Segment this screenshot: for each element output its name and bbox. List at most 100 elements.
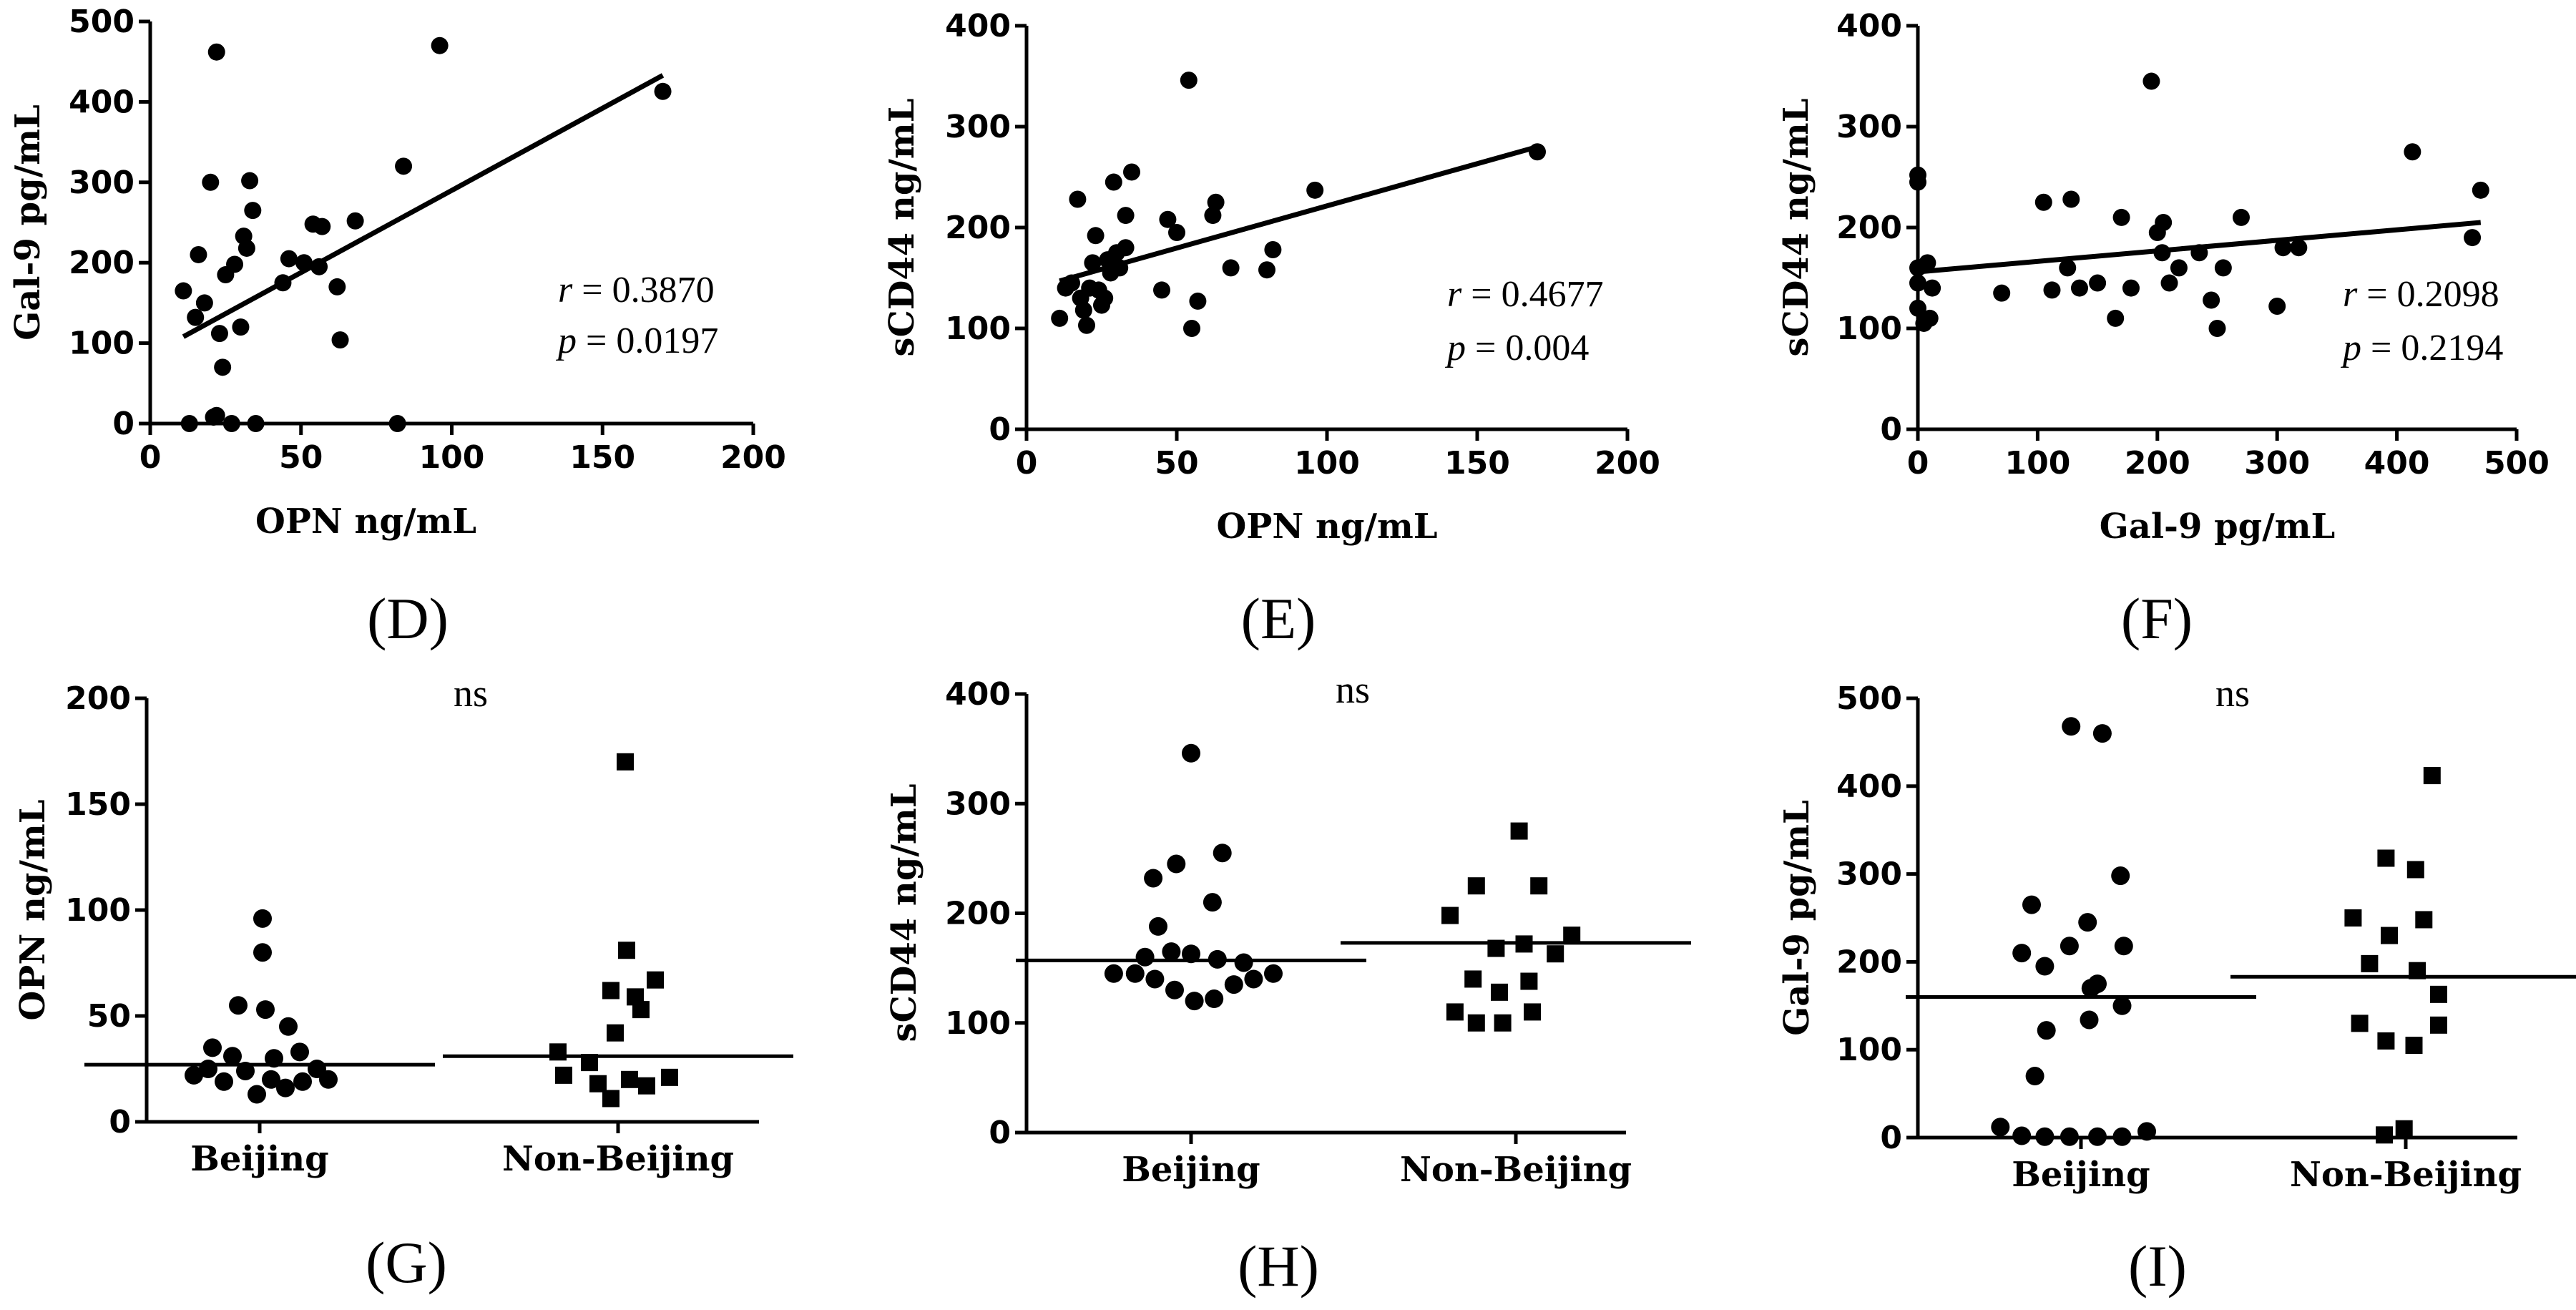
data-point-circle [265, 1049, 283, 1068]
panel-label: (E) [1241, 586, 1316, 651]
y-tick-label: 0 [109, 1104, 131, 1140]
data-point-square [589, 1075, 607, 1093]
y-tick-label: 100 [1836, 311, 1902, 347]
data-point-square [1530, 877, 1548, 895]
regression-line [1059, 144, 1538, 284]
data-point-circle [2078, 913, 2097, 932]
data-point-circle [2092, 724, 2112, 743]
category-label: Non-Beijing [502, 1139, 734, 1179]
data-point-square [2423, 767, 2441, 785]
data-point-circle [2022, 895, 2041, 914]
x-tick-label: 150 [1444, 445, 1510, 482]
data-point-circle [1145, 969, 1165, 989]
data-point [1153, 281, 1170, 299]
panel-label: (H) [1238, 1233, 1319, 1299]
data-point-square [661, 1068, 678, 1086]
data-point [1084, 254, 1102, 272]
data-point-square [2415, 911, 2433, 929]
data-point [1183, 320, 1200, 337]
data-point [1168, 224, 1185, 242]
data-point [241, 172, 259, 190]
data-point [2155, 213, 2173, 231]
data-point [1909, 274, 1926, 292]
data-point-square [555, 1066, 572, 1084]
category-label: Beijing [2012, 1155, 2150, 1195]
data-point-square [2361, 954, 2379, 972]
data-point-circle [1203, 893, 1222, 912]
data-point-square [2430, 985, 2447, 1003]
data-point-circle [2037, 1021, 2056, 1040]
x-tick-label: 50 [1155, 445, 1198, 482]
r-symbol: r [558, 270, 573, 311]
p-annotation: p = 0.004 [1444, 328, 1589, 368]
data-point [1063, 274, 1080, 292]
r-value: = 0.2098 [2357, 274, 2499, 315]
data-point-square [1494, 1014, 1512, 1032]
data-point [1069, 190, 1087, 208]
y-tick-label: 0 [1880, 1120, 1902, 1156]
x-tick-label: 400 [2364, 445, 2430, 482]
y-tick-label: 300 [945, 786, 1011, 822]
data-point [1096, 289, 1114, 307]
r-symbol: r [1447, 274, 1462, 315]
data-point-circle [229, 996, 248, 1015]
y-axis-label: sCD44 ng/mL [1776, 99, 1816, 357]
chart-H: 0 100 200 300 400 sCD44 ng/mL (H) Beijing Non-Be… [884, 668, 1691, 1299]
data-point-circle [1135, 947, 1155, 967]
y-tick-label: 0 [989, 1115, 1011, 1151]
data-point-square [627, 988, 644, 1006]
data-point-square [1520, 972, 1538, 990]
data-point [1189, 292, 1207, 310]
y-tick-label: 100 [945, 1005, 1011, 1042]
data-point [2214, 259, 2232, 277]
y-tick-label: 200 [1836, 944, 1902, 980]
r-value: = 0.4677 [1461, 274, 1603, 315]
p-value: = 0.2194 [2361, 328, 2503, 368]
data-point-square [2376, 1126, 2394, 1144]
y-axis-label: sCD44 ng/mL [884, 784, 924, 1042]
data-point [1919, 254, 1936, 272]
data-point [207, 43, 225, 61]
data-point [310, 258, 328, 275]
data-point-square [1487, 939, 1505, 957]
data-point [244, 202, 262, 220]
data-point [1222, 259, 1240, 277]
data-point-circle [2012, 944, 2032, 963]
category-label: Beijing [1122, 1150, 1260, 1190]
x-tick-label: 0 [1016, 445, 1038, 482]
data-point [2034, 193, 2052, 211]
data-point [2274, 239, 2292, 257]
data-point-square [1446, 1003, 1464, 1021]
data-point-circle [2081, 979, 2100, 998]
significance-label: ns [2215, 672, 2250, 715]
y-tick-label: 100 [69, 326, 134, 362]
y-tick-label: 50 [87, 998, 131, 1035]
panel-label: (I) [2128, 1233, 2187, 1299]
data-point [232, 318, 250, 336]
data-point [280, 250, 298, 268]
x-tick-label: 200 [2125, 445, 2190, 482]
regression-line [182, 73, 665, 339]
data-point-circle [1208, 949, 1227, 969]
data-point-square [2381, 927, 2398, 944]
data-point-circle [1165, 980, 1184, 999]
data-point-circle [223, 1047, 242, 1066]
data-point [2062, 190, 2080, 208]
chart-E: 0 100 200 300 400 sCD44 ng/mL (E) 0 50 100 150 200 O… [882, 8, 1660, 651]
data-point [1264, 241, 1282, 259]
panel-label: (G) [366, 1230, 447, 1295]
x-axis-label: OPN ng/mL [1216, 507, 1437, 547]
data-point [2070, 279, 2088, 297]
data-point [313, 217, 331, 235]
data-point [210, 325, 228, 343]
chart-G: 0 50 100 150 200 OPN ng/mL (G) Beijing Non-Beiji… [13, 672, 793, 1295]
x-tick-label: 300 [2244, 445, 2310, 482]
y-tick-label: 500 [69, 4, 134, 40]
y-tick-label: 0 [112, 406, 134, 442]
x-axis-label: OPN ng/mL [255, 502, 476, 542]
chart-I: 0 100 200 300 400 500 Gal-9 pg/mL (I) Beijing Non… [1777, 672, 2576, 1299]
data-point-square [607, 1024, 624, 1042]
data-point-circle [2035, 1127, 2055, 1146]
data-point-square [617, 753, 634, 771]
data-point-circle [2088, 1127, 2107, 1146]
